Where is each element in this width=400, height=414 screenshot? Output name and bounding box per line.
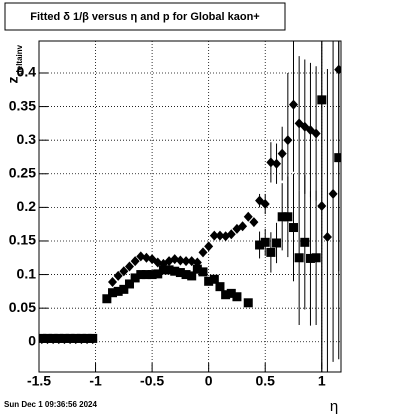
diamond-marker (328, 188, 338, 199)
square-marker (255, 240, 265, 250)
y-tick-label: 0.3 (17, 131, 37, 147)
square-marker (187, 271, 197, 281)
diamond-marker (124, 261, 134, 272)
square-marker (54, 333, 64, 343)
square-marker (283, 212, 293, 222)
square-marker (243, 298, 253, 308)
square-marker (108, 288, 118, 298)
square-marker (82, 333, 92, 343)
y-tick-label: 0 (28, 332, 36, 348)
square-marker (181, 270, 191, 280)
square-marker (272, 238, 282, 248)
y-tick-label: 0.05 (9, 299, 36, 315)
x-tick-label: -0.5 (140, 373, 164, 389)
title-box (4, 2, 286, 31)
square-marker (147, 270, 157, 280)
square-marker (226, 288, 236, 298)
diamond-marker (334, 64, 341, 75)
x-tick-label: 0.5 (255, 373, 275, 389)
square-marker (59, 333, 69, 343)
square-marker (153, 269, 163, 279)
diamond-marker (113, 270, 123, 281)
square-marker (119, 284, 129, 294)
square-marker (170, 266, 180, 276)
diamond-marker (108, 276, 118, 287)
square-marker (305, 253, 315, 263)
x-axis-label: η (330, 398, 338, 414)
square-marker (260, 237, 270, 247)
diamond-marker (181, 256, 191, 267)
diamond-marker (260, 199, 270, 210)
square-marker (192, 264, 202, 274)
square-marker (277, 212, 287, 222)
diamond-marker (226, 229, 236, 240)
square-marker (204, 276, 214, 286)
square-marker (294, 253, 304, 263)
square-marker (130, 273, 140, 283)
square-marker (102, 294, 112, 304)
x-tick-label: -1.5 (27, 373, 51, 389)
y-tick-label: 0.4 (17, 64, 37, 80)
y-tick-label: 0.35 (9, 97, 36, 113)
diamond-marker (215, 230, 225, 241)
square-marker (175, 268, 185, 278)
square-marker (65, 333, 75, 343)
square-marker (198, 267, 208, 277)
square-marker (42, 333, 52, 343)
y-tick-label: 0.1 (17, 265, 37, 281)
square-marker (334, 153, 341, 163)
square-marker (164, 265, 174, 275)
diamond-marker (249, 217, 259, 228)
square-marker (209, 274, 219, 284)
diamond-marker (238, 221, 248, 232)
diamond-marker (119, 266, 129, 277)
y-axis-label-subscript: deltainv (15, 44, 24, 75)
square-marker (71, 333, 81, 343)
square-marker (88, 333, 98, 343)
square-marker (300, 237, 310, 247)
footer: Sun Dec 1 09:36:56 2024 (4, 400, 97, 409)
diamond-marker (322, 231, 332, 242)
diamond-marker (311, 128, 321, 139)
square-marker (76, 333, 86, 343)
diamond-marker (198, 247, 208, 258)
chart-title: Fitted δ 1/β versus η and p for Global k… (30, 11, 259, 23)
diamond-marker (272, 158, 282, 169)
x-tick-label: 1 (318, 373, 326, 389)
plot-frame (39, 41, 341, 372)
square-marker (266, 247, 276, 257)
diamond-marker (283, 135, 293, 146)
y-axis-label: z (5, 77, 21, 84)
square-marker (39, 333, 47, 343)
square-marker (113, 286, 123, 296)
plot-border (38, 40, 342, 373)
diamond-marker (209, 230, 219, 241)
x-tick-label: 0 (205, 373, 213, 389)
diamond-marker (288, 99, 298, 110)
diamond-marker (130, 256, 140, 267)
plot: 0 0.05 0.1 0.15 0.2 0.25 0.3 0.35 0.4 -1.5 -1 -0.5 0… (9, 40, 342, 389)
square-marker (158, 265, 168, 275)
square-marker (215, 282, 225, 292)
diamond-marker (243, 211, 253, 222)
y-tick-label: 0.25 (9, 164, 36, 180)
square-marker (221, 290, 231, 300)
square-marker (232, 292, 242, 302)
diamond-marker (175, 255, 185, 266)
y-tick-label: 0.15 (9, 232, 36, 248)
diamond-marker (204, 241, 214, 252)
x-tick-label: -1 (89, 373, 102, 389)
diamond-marker (277, 148, 287, 159)
square-marker (136, 270, 146, 280)
square-marker (141, 270, 151, 280)
square-marker (288, 223, 298, 233)
square-marker (48, 333, 58, 343)
y-tick-label: 0.2 (17, 198, 37, 214)
square-marker (124, 279, 134, 289)
square-marker (311, 253, 321, 263)
square-marker (317, 95, 327, 105)
data-layer (39, 41, 341, 372)
